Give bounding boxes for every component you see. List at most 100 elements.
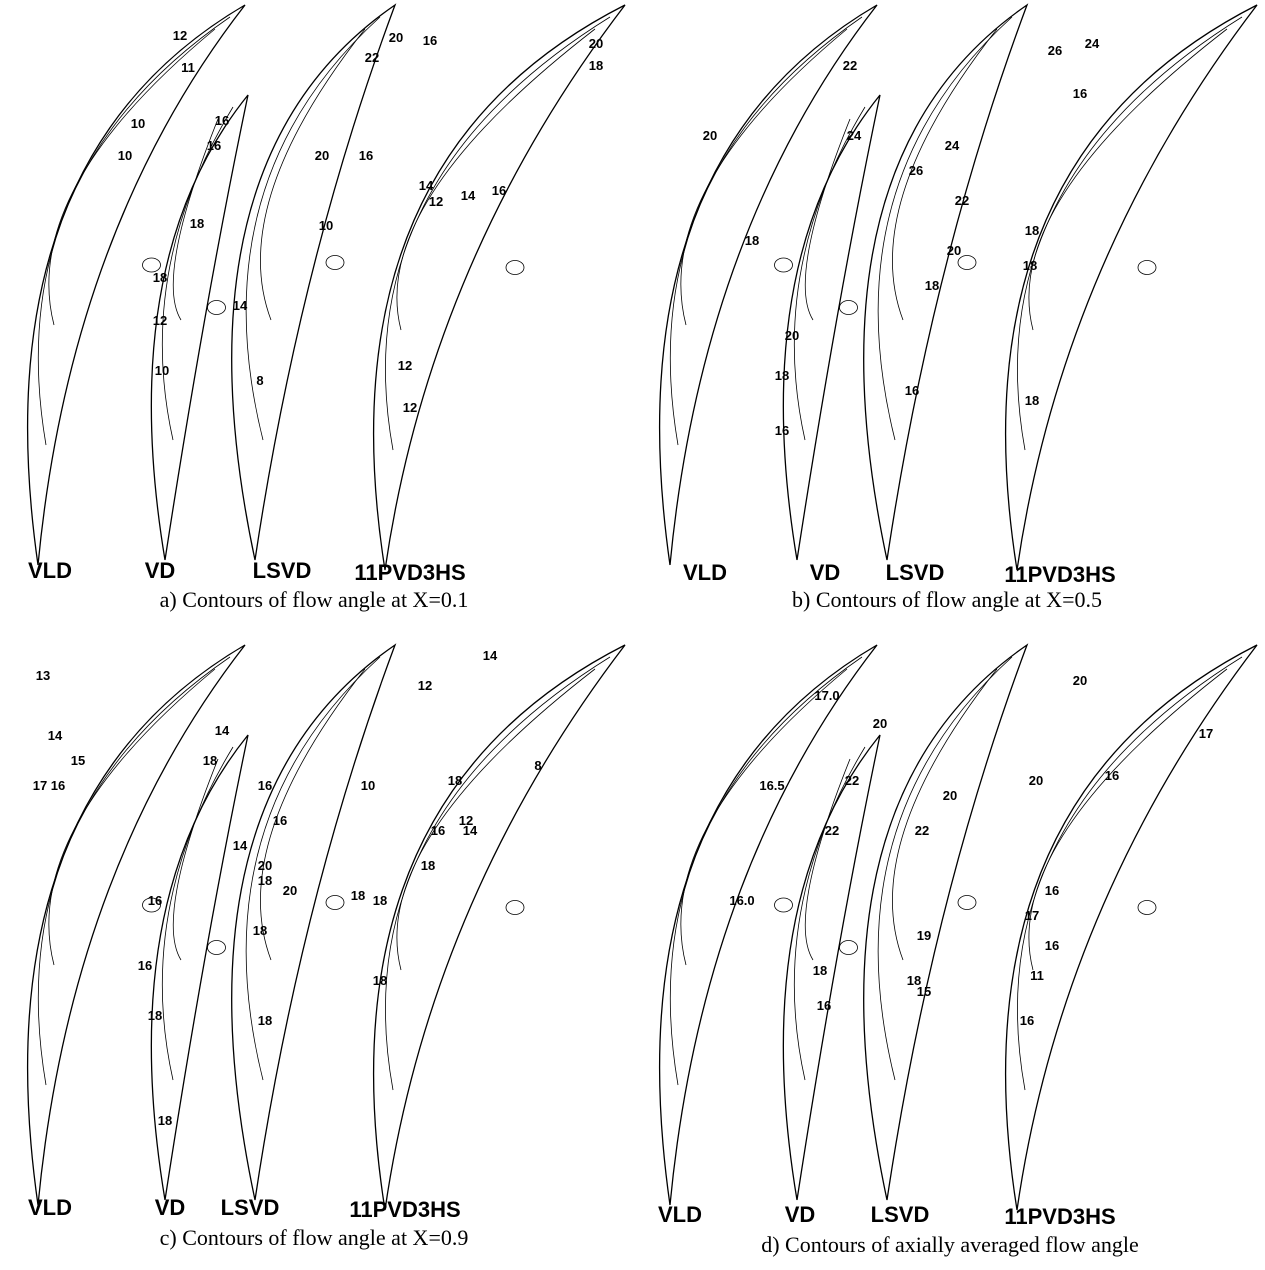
contour-label: 20 xyxy=(1029,773,1043,788)
contour-label: 10 xyxy=(155,363,169,378)
contour-line xyxy=(172,758,219,961)
contour-label: 12 xyxy=(403,400,417,415)
contour-line xyxy=(396,28,596,331)
passage-outline xyxy=(150,94,249,561)
contour-label: 20 xyxy=(589,36,603,51)
contour-loop xyxy=(505,900,525,915)
contour-label: 16 xyxy=(207,138,221,153)
contour-loop xyxy=(207,940,226,955)
contour-line xyxy=(669,656,863,1086)
diffuser-label: VD xyxy=(810,560,841,585)
diffuser-label: LSVD xyxy=(253,558,312,583)
contour-label: 12 xyxy=(418,678,432,693)
passage-outline xyxy=(26,644,246,1206)
contour-line xyxy=(1017,656,1243,1091)
passage-outline xyxy=(658,644,878,1206)
contour-label: 22 xyxy=(955,193,969,208)
contour-line xyxy=(793,106,866,441)
contour-loop xyxy=(774,897,793,913)
panel-caption: a) Contours of flow angle at X=0.1 xyxy=(160,587,469,612)
contour-label: 16 xyxy=(148,893,162,908)
panel: VLD VD LSVD 11PVD3HS d) Contours of axially … xyxy=(658,643,1258,1257)
passage-outline xyxy=(231,643,397,1201)
contour-label: 16 xyxy=(775,423,789,438)
diffuser-label: 11PVD3HS xyxy=(1004,1204,1115,1229)
contour-label: 18 xyxy=(258,1013,272,1028)
contour-line xyxy=(245,16,381,441)
contour-line xyxy=(877,656,1013,1081)
contour-label: 18 xyxy=(1025,223,1039,238)
contour-label: 22 xyxy=(843,58,857,73)
contour-label: 22 xyxy=(365,50,379,65)
contour-label: 20 xyxy=(258,858,272,873)
contour-label: 18 xyxy=(775,368,789,383)
contour-label: 16 xyxy=(51,778,65,793)
passage-outline xyxy=(372,644,626,1211)
contour-loop xyxy=(207,300,226,315)
contour-label: 16 xyxy=(905,383,919,398)
passage-outline xyxy=(1004,4,1258,571)
contour-line xyxy=(804,118,851,321)
contour-label: 8 xyxy=(256,373,263,388)
contour-label: 22 xyxy=(845,773,859,788)
contour-loop xyxy=(325,255,345,270)
contour-label: 20 xyxy=(283,883,297,898)
contour-label: 12 xyxy=(173,28,187,43)
contour-label: 18 xyxy=(190,216,204,231)
diffuser-label: LSVD xyxy=(871,1202,930,1227)
contour-label: 16 xyxy=(273,813,287,828)
contour-label: 20 xyxy=(785,328,799,343)
contour-label: 22 xyxy=(825,823,839,838)
passage-outline xyxy=(26,4,246,566)
contour-label: 10 xyxy=(319,218,333,233)
contour-label: 11 xyxy=(181,60,195,75)
panel-caption: b) Contours of flow angle at X=0.5 xyxy=(792,587,1102,612)
contour-label: 14 xyxy=(419,178,434,193)
contour-label: 16 xyxy=(1045,938,1059,953)
panel-caption: d) Contours of axially averaged flow ang… xyxy=(761,1232,1139,1257)
contour-label: 20 xyxy=(943,788,957,803)
contour-label: 24 xyxy=(847,128,862,143)
contour-label: 16 xyxy=(215,113,229,128)
contour-label: 17 xyxy=(33,778,47,793)
contour-label: 12 xyxy=(398,358,412,373)
contour-loop xyxy=(142,897,161,913)
passage-outline xyxy=(782,94,881,561)
contour-label: 11 xyxy=(1030,968,1044,983)
contour-label: 15 xyxy=(917,984,931,999)
contour-line xyxy=(793,746,866,1081)
contour-line xyxy=(680,668,848,966)
contour-line xyxy=(1017,16,1243,451)
contour-loop xyxy=(325,895,345,910)
contour-label: 18 xyxy=(351,888,365,903)
contour-label: 14 xyxy=(483,648,498,663)
contour-label: 18 xyxy=(1025,393,1039,408)
contour-label: 13 xyxy=(36,668,50,683)
contour-label: 10 xyxy=(361,778,375,793)
contour-label: 18 xyxy=(448,773,462,788)
contour-label: 16 xyxy=(359,148,373,163)
contour-loop xyxy=(505,260,525,275)
contour-label: 14 xyxy=(233,838,248,853)
contour-label: 17 xyxy=(1025,908,1039,923)
contour-label: 16 xyxy=(1020,1013,1034,1028)
contour-label: 16.5 xyxy=(759,778,784,793)
diffuser-label: 11PVD3HS xyxy=(349,1197,460,1222)
contour-label: 19 xyxy=(917,928,931,943)
contour-label: 18 xyxy=(925,278,939,293)
contour-label: 20 xyxy=(947,243,961,258)
contour-line xyxy=(385,656,611,1091)
contour-loop xyxy=(142,257,161,273)
contour-line xyxy=(48,28,216,326)
contour-label: 12 xyxy=(459,813,473,828)
diffuser-label: 11PVD3HS xyxy=(354,560,465,585)
contour-line xyxy=(161,106,234,441)
contour-line xyxy=(37,656,231,1086)
contour-label: 17 xyxy=(1199,726,1213,741)
contour-label: 16 xyxy=(817,998,831,1013)
contour-label: 18 xyxy=(373,893,387,908)
contour-label: 24 xyxy=(945,138,960,153)
contour-line xyxy=(48,668,216,966)
